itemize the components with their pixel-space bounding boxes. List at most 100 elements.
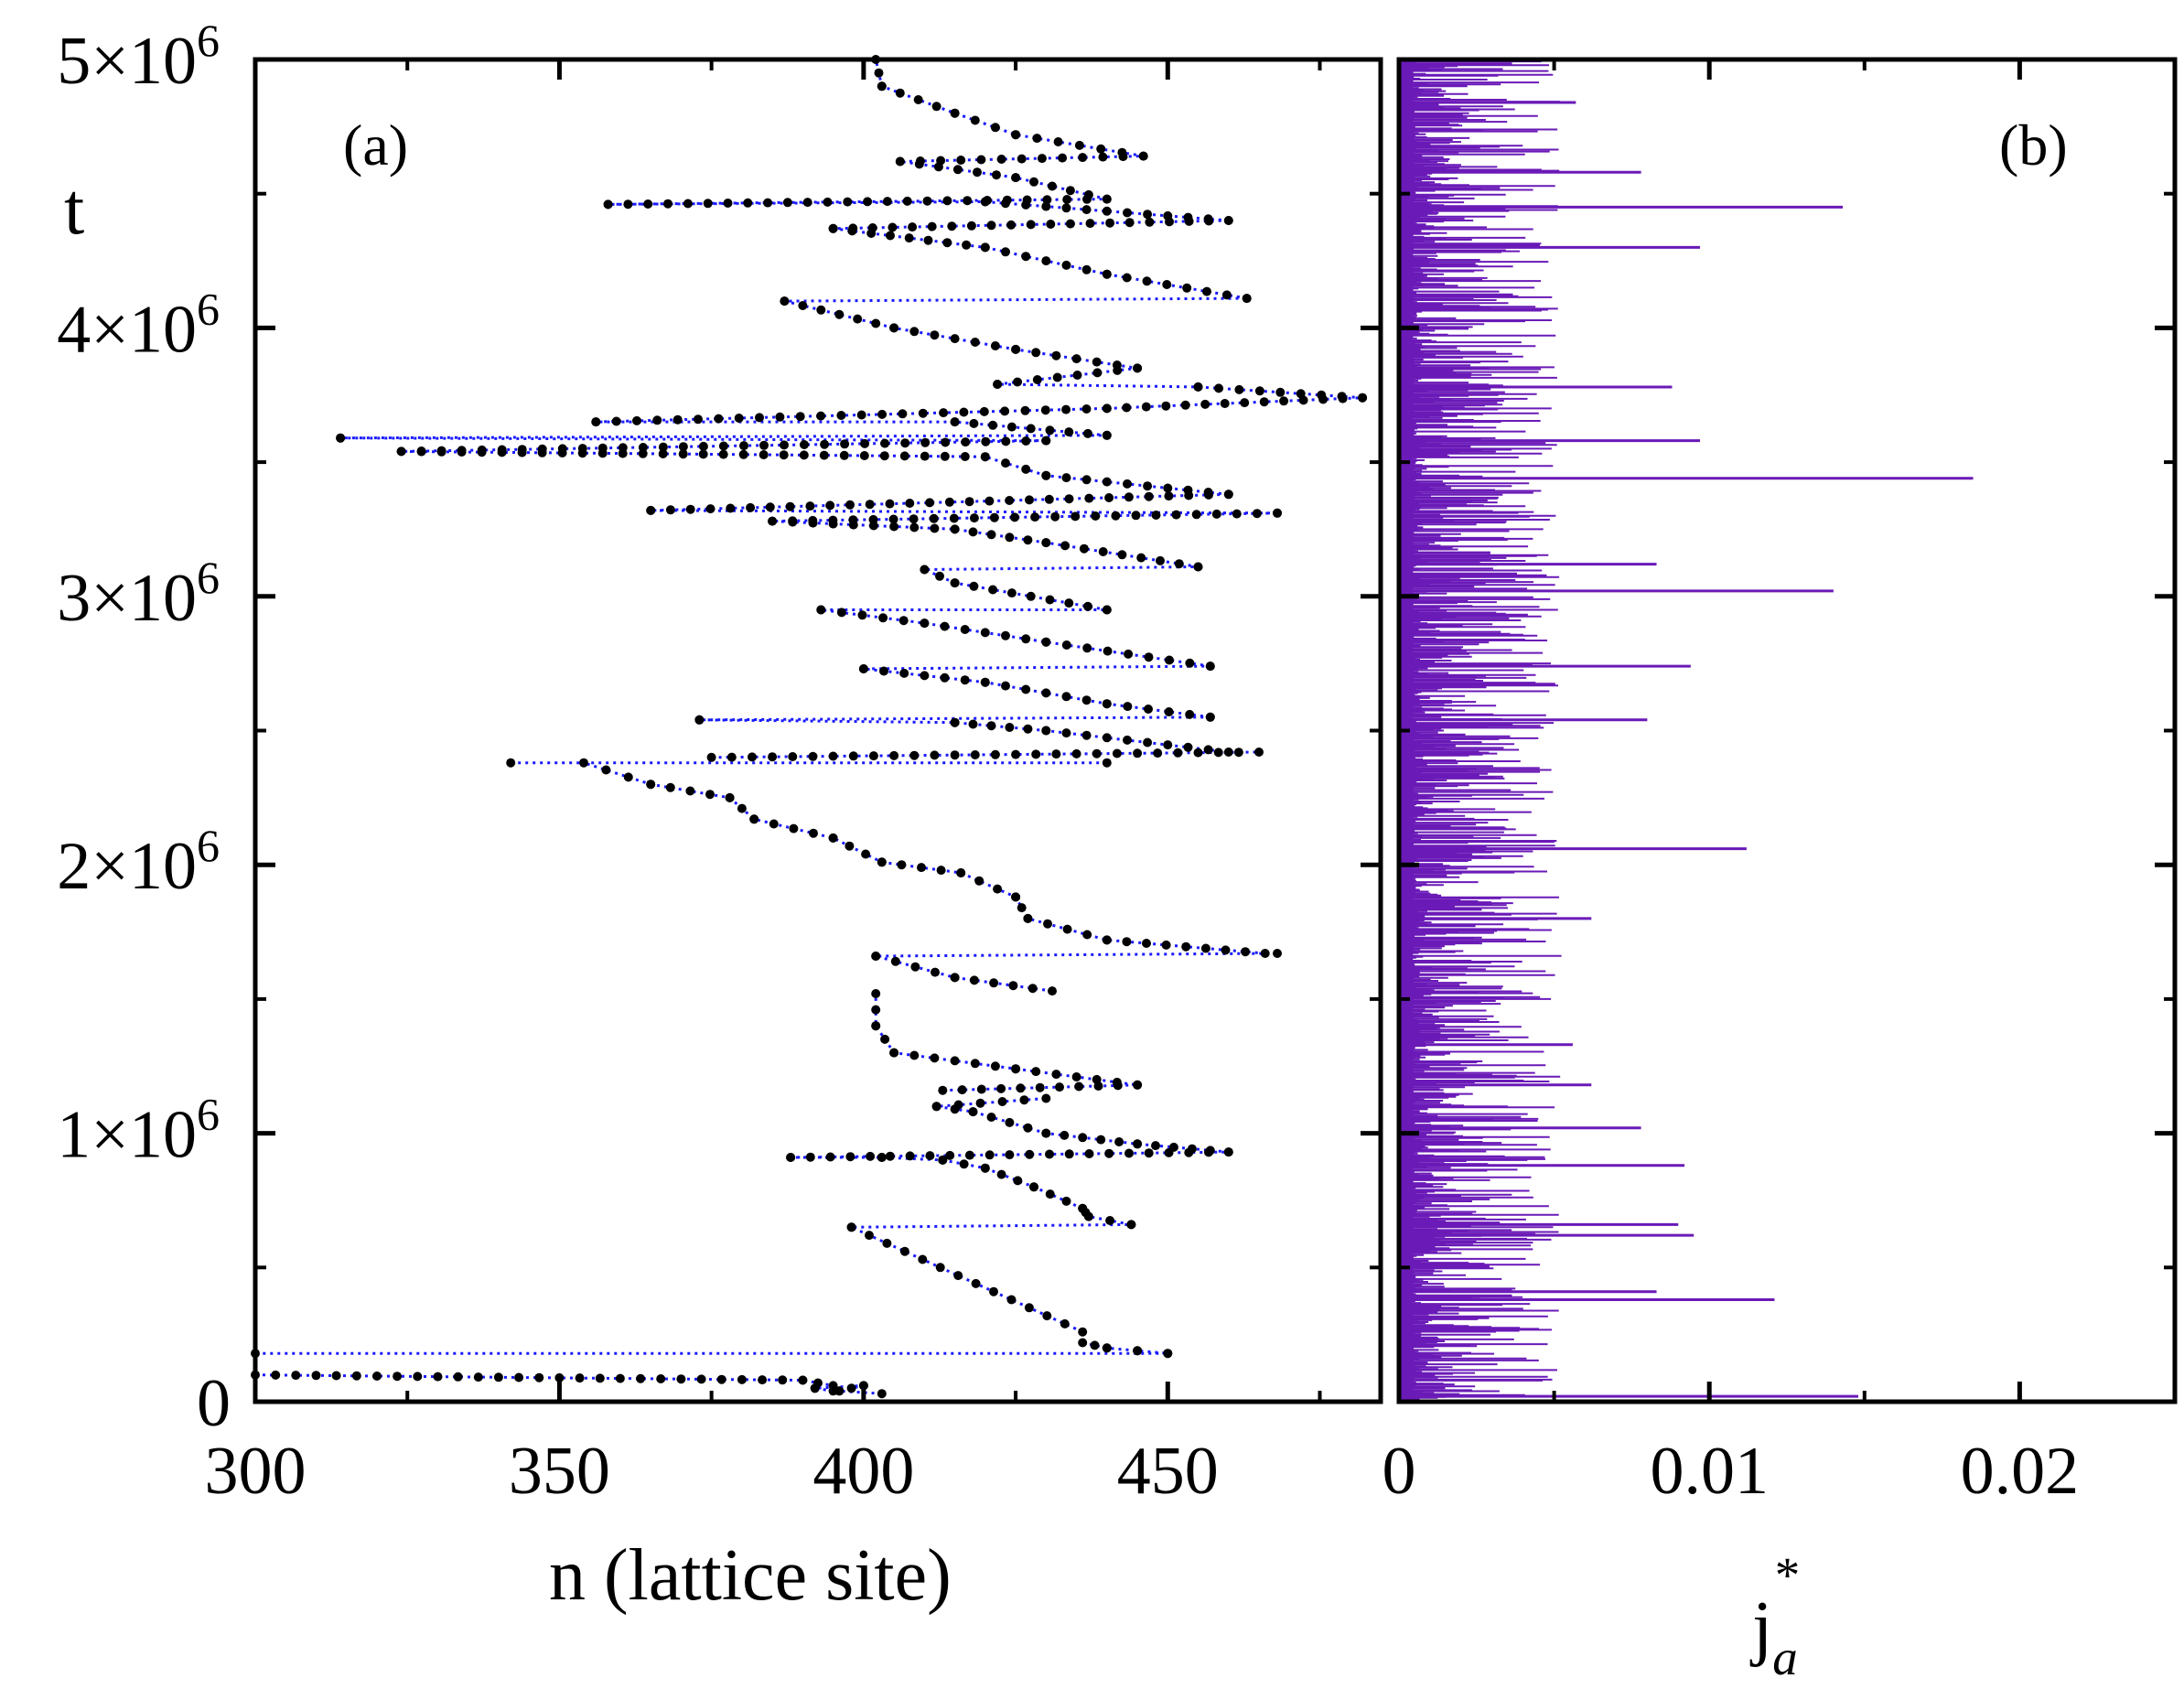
trajectory-point [433, 1372, 443, 1382]
trajectory-point [1023, 1123, 1033, 1133]
trajectory-point [888, 514, 898, 524]
trajectory-point [1006, 1295, 1017, 1305]
trajectory-point [768, 516, 778, 526]
trajectory-point [828, 223, 838, 233]
trajectory-point [1027, 984, 1038, 994]
trajectory-point [1181, 941, 1191, 952]
trajectory-point [828, 1381, 838, 1391]
trajectory-point [1151, 1141, 1160, 1151]
trajectory-point [1062, 195, 1072, 204]
trajectory-point [969, 975, 979, 985]
trajectory-point [848, 751, 858, 761]
trajectory-point [1220, 399, 1230, 408]
trajectory-point [1020, 405, 1030, 415]
trajectory-point [1260, 949, 1270, 958]
trajectory-point [845, 500, 855, 510]
trajectory-point [1161, 940, 1171, 950]
trajectory-point [1096, 144, 1106, 154]
trajectory-point [1010, 512, 1019, 522]
trajectory-point [990, 341, 1000, 350]
trajectory-point [1102, 206, 1112, 216]
trajectory-point [1045, 595, 1055, 605]
trajectory-point [723, 199, 733, 208]
trajectory-point [1064, 1149, 1074, 1159]
trajectory-point [834, 309, 845, 319]
trajectory-point [813, 1378, 823, 1388]
trajectory-point [1126, 1220, 1136, 1230]
trajectory-point [877, 409, 888, 419]
trajectory-point [1102, 403, 1112, 414]
trajectory-point [843, 197, 853, 207]
trajectory-point [1205, 712, 1215, 722]
trajectory-point [1203, 214, 1213, 224]
trajectory-point [930, 330, 940, 340]
trajectory-point [1001, 247, 1010, 257]
trajectory-point [986, 721, 996, 731]
trajectory-point [1041, 256, 1051, 266]
trajectory-point [1144, 491, 1154, 501]
y-tick-label: 3×106 [57, 552, 220, 636]
trajectory-point [1102, 758, 1112, 768]
panel-a-y-ticks: 0 1×106 2×106 3×106 4×106 5×106 [57, 15, 1381, 1441]
trajectory-point [996, 1169, 1006, 1179]
trajectory-point [755, 413, 764, 423]
trajectory-point [909, 750, 920, 760]
trajectory-point [915, 156, 925, 166]
trajectory-point [1011, 130, 1021, 140]
trajectory-point [889, 522, 899, 532]
trajectory-point [984, 1150, 995, 1160]
trajectory-segment [711, 750, 1260, 759]
trajectory-point [950, 524, 960, 534]
trajectory-point [986, 530, 996, 540]
trajectory-point [905, 1151, 915, 1161]
trajectory-point [949, 513, 959, 523]
trajectory-point [935, 1263, 945, 1273]
trajectory-point [1041, 1128, 1051, 1138]
trajectory-point [1042, 195, 1052, 205]
trajectory-point [1085, 219, 1095, 229]
trajectory-point [1029, 1182, 1038, 1192]
trajectory-point [1202, 286, 1211, 296]
trajectory-point [961, 437, 971, 447]
trajectory-point [1102, 430, 1112, 440]
trajectory-point [960, 452, 970, 461]
trajectory-point [970, 115, 980, 125]
trajectory-point [780, 296, 790, 307]
trajectory-point [1123, 735, 1132, 745]
trajectory-point [1102, 605, 1112, 615]
trajectory-point [676, 1374, 686, 1384]
trajectory-point [853, 314, 863, 324]
trajectory-point [1111, 511, 1121, 521]
trajectory-point [1006, 588, 1017, 598]
trajectory-point [603, 199, 613, 210]
trajectory-point [825, 500, 835, 511]
trajectory-point [1021, 436, 1031, 446]
trajectory-point [1051, 350, 1061, 360]
trajectory-point [940, 672, 950, 683]
trajectory-point [1200, 943, 1210, 953]
trajectory-point [1058, 153, 1068, 163]
trajectory-point [1061, 260, 1071, 270]
trajectory-point [716, 1374, 726, 1384]
trajectory-point [743, 198, 753, 208]
trajectory-point [1165, 655, 1174, 665]
trajectory-point [618, 443, 628, 453]
x-axis-label-a: n (lattice site) [549, 1535, 952, 1616]
trajectory-point [1233, 748, 1243, 758]
trajectory-point [1084, 493, 1094, 503]
trajectory-point [734, 414, 744, 423]
trajectory-point [992, 170, 1001, 180]
trajectory-point [694, 715, 705, 725]
trajectory-point [950, 578, 960, 588]
trajectory-point [980, 1163, 990, 1173]
trajectory-point [1142, 276, 1152, 286]
trajectory-point [886, 231, 895, 241]
trajectory-point [591, 417, 601, 427]
trajectory-point [909, 327, 920, 337]
trajectory-point [1041, 726, 1051, 736]
trajectory-point [942, 238, 952, 248]
trajectory-point [1021, 634, 1031, 644]
trajectory-point [1081, 264, 1092, 274]
trajectory-point [941, 437, 951, 447]
trajectory-point [983, 196, 992, 205]
